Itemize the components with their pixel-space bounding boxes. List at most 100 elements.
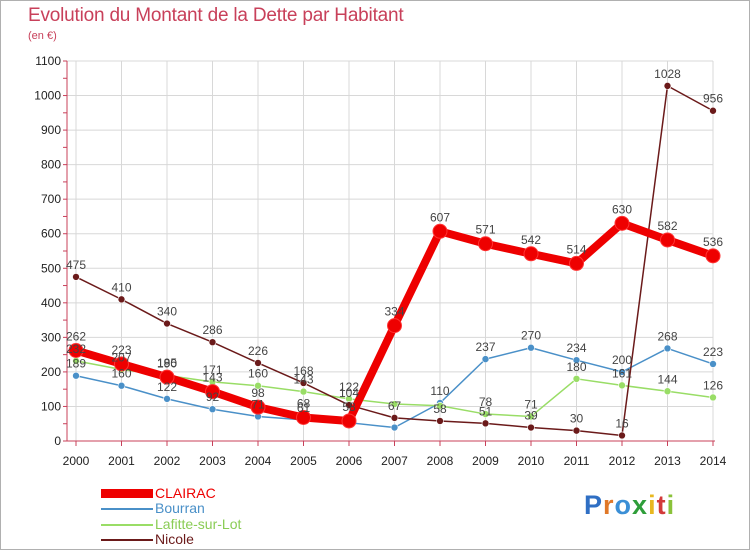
data-point-clairac — [114, 356, 129, 372]
data-point-bourran — [117, 381, 126, 390]
data-label-lafitte-sur-lot: 126 — [703, 378, 723, 392]
data-label-clairac: 334 — [384, 305, 404, 319]
y-tick-label: 1000 — [34, 89, 61, 103]
data-point-lafitte-sur-lot — [618, 381, 626, 390]
data-point-clairac — [478, 236, 493, 252]
legend-swatch-lafitte-sur-lot — [101, 524, 153, 526]
data-label-nicole: 168 — [293, 364, 313, 378]
x-tick-label: 2010 — [518, 454, 545, 468]
x-tick-label: 2001 — [108, 454, 135, 468]
y-tick-label: 400 — [41, 296, 61, 310]
y-tick-label: 500 — [41, 261, 61, 275]
data-point-clairac — [432, 223, 448, 239]
data-point-clairac — [68, 342, 84, 358]
legend-swatch-nicole — [101, 539, 153, 541]
data-label-bourran: 200 — [612, 353, 632, 367]
legend-label-bourran: Bourran — [155, 500, 205, 516]
y-tick-label: 1100 — [35, 54, 61, 68]
x-tick-label: 2013 — [654, 454, 681, 468]
y-tick-label: 600 — [41, 227, 61, 241]
data-label-clairac: 630 — [612, 202, 632, 216]
data-point-clairac — [387, 318, 402, 334]
data-label-lafitte-sur-lot: 161 — [612, 366, 632, 380]
data-point-clairac — [523, 246, 539, 262]
y-tick-label: 800 — [41, 158, 61, 172]
data-point-nicole — [254, 359, 262, 367]
data-label-lafitte-sur-lot: 160 — [248, 367, 268, 381]
data-label-lafitte-sur-lot: 190 — [157, 356, 177, 370]
data-label-nicole: 410 — [111, 280, 131, 294]
data-label-nicole: 30 — [570, 412, 584, 426]
axes — [63, 60, 715, 446]
data-point-bourran — [390, 423, 399, 432]
data-point-clairac — [296, 410, 311, 426]
data-label-clairac: 58 — [342, 400, 356, 414]
data-point-bourran — [163, 395, 171, 403]
data-point-bourran — [72, 371, 80, 380]
data-label-lafitte-sur-lot: 232 — [66, 342, 86, 356]
data-label-bourran: 223 — [703, 345, 723, 359]
data-point-nicole — [527, 423, 535, 432]
tick-labels: 0 100 200 300 400 500 600 700 800 900 1000 1100 2000… — [34, 54, 726, 468]
data-label-clairac: 536 — [703, 235, 723, 249]
data-point-nicole — [208, 338, 217, 347]
logo-letter: x — [632, 490, 649, 520]
data-point-clairac — [660, 232, 675, 248]
y-axis-unit: (en €) — [28, 30, 57, 42]
y-tick-label: 200 — [41, 365, 61, 379]
data-label-nicole: 58 — [433, 402, 447, 416]
data-point-nicole — [390, 414, 399, 422]
data-label-lafitte-sur-lot: 144 — [657, 372, 677, 386]
data-label-clairac: 607 — [430, 210, 450, 224]
logo-letter: i — [666, 490, 676, 520]
y-tick-label: 700 — [41, 192, 61, 206]
x-tick-label: 2007 — [381, 454, 408, 468]
data-point-clairac — [205, 384, 220, 400]
data-point-bourran — [663, 344, 672, 353]
x-tick-label: 2012 — [609, 454, 636, 468]
data-label-clairac: 143 — [202, 371, 222, 385]
data-point-lafitte-sur-lot — [572, 375, 581, 383]
x-tick-label: 2014 — [700, 454, 727, 468]
data-point-lafitte-sur-lot — [663, 387, 672, 396]
data-label-nicole: 51 — [479, 404, 493, 418]
x-tick-label: 2003 — [199, 454, 226, 468]
data-label-clairac: 571 — [475, 223, 495, 237]
data-point-bourran — [618, 368, 626, 376]
proxiti-logo: Proxiti — [584, 490, 675, 521]
data-labels: 262 223 185 143 98 68 58 334 607 571 542 514 630 582 5… — [66, 67, 723, 431]
legend-label-nicole: Nicole — [155, 531, 194, 547]
data-label-clairac: 542 — [521, 233, 541, 247]
data-label-clairac: 223 — [111, 343, 131, 357]
data-label-clairac: 514 — [566, 242, 586, 256]
logo-letter: t — [656, 490, 667, 520]
data-label-lafitte-sur-lot: 180 — [566, 360, 586, 374]
data-label-nicole: 67 — [388, 399, 402, 413]
logo-letter: o — [614, 490, 633, 520]
data-label-nicole: 226 — [248, 344, 268, 358]
y-tick-label: 900 — [41, 123, 61, 137]
data-label-bourran: 234 — [566, 341, 586, 355]
legend-swatch-bourran — [101, 508, 153, 510]
x-tick-label: 2006 — [336, 454, 363, 468]
data-point-lafitte-sur-lot — [709, 393, 717, 402]
data-point-bourran — [208, 405, 217, 414]
data-label-bourran: 237 — [475, 340, 495, 354]
data-point-nicole — [709, 106, 717, 115]
data-point-clairac — [250, 399, 266, 415]
logo-letter: P — [584, 490, 604, 520]
legend-swatch-clairac — [101, 489, 153, 498]
data-label-lafitte-sur-lot: 78 — [479, 395, 493, 409]
series-lines — [68, 82, 721, 440]
data-label-bourran: 92 — [206, 390, 220, 404]
legend-label-clairac: CLAIRAC — [155, 485, 216, 501]
data-label-clairac: 185 — [157, 356, 177, 370]
data-point-lafitte-sur-lot — [436, 401, 444, 410]
data-point-clairac — [614, 215, 630, 231]
data-point-nicole — [436, 417, 444, 425]
data-label-clairac: 68 — [297, 397, 311, 411]
data-label-nicole: 104 — [339, 386, 359, 400]
y-tick-label: 100 — [41, 399, 61, 413]
